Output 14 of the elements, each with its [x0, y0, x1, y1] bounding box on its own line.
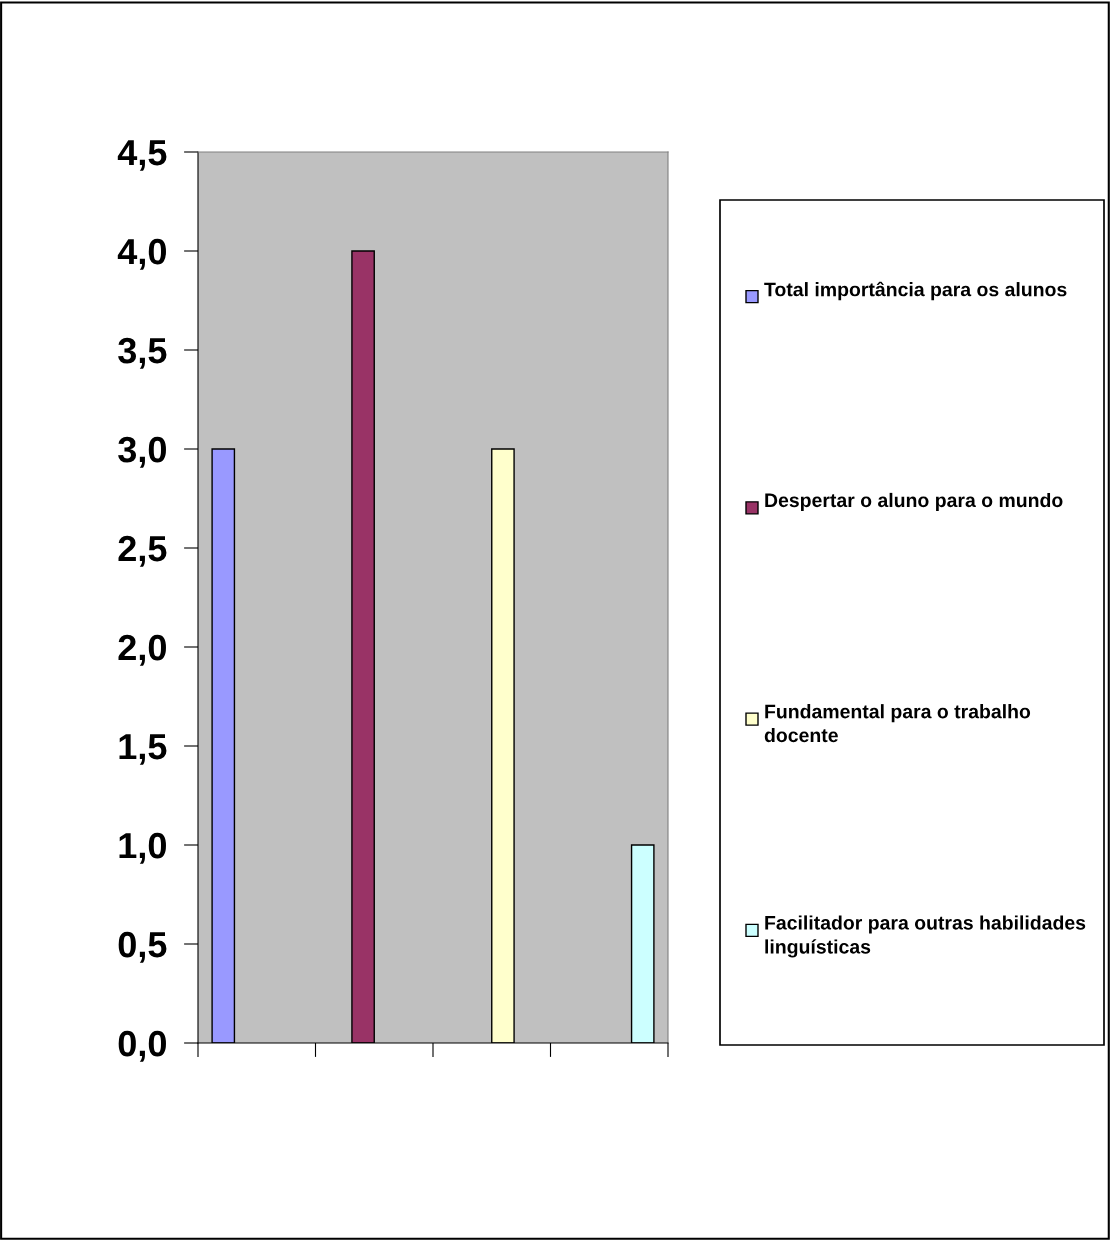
y-tick-label: 0,5	[118, 931, 167, 963]
y-tick-label: 3,5	[118, 337, 167, 369]
y-tick-label: 1,5	[119, 734, 167, 765]
y-tick-label: 4,5	[117, 140, 167, 171]
y-tick-label: 4,0	[117, 238, 166, 270]
legend-label: Despertar o aluno para o mundo	[765, 492, 1063, 511]
y-tick-label: 3,0	[118, 436, 166, 468]
legend-label: Total importância para os alunos	[764, 281, 1067, 301]
y-tick-label: 1,0	[119, 832, 166, 864]
legend-label: Fundamental para o trabalho docente	[764, 704, 1031, 743]
y-tick-label: 2,0	[118, 634, 166, 666]
y-tick-label: 2,5	[118, 535, 167, 567]
legend-label: Facilitador para outras habilidades linguísticas	[765, 915, 1086, 958]
y-tick-label: 0,0	[118, 1030, 166, 1062]
